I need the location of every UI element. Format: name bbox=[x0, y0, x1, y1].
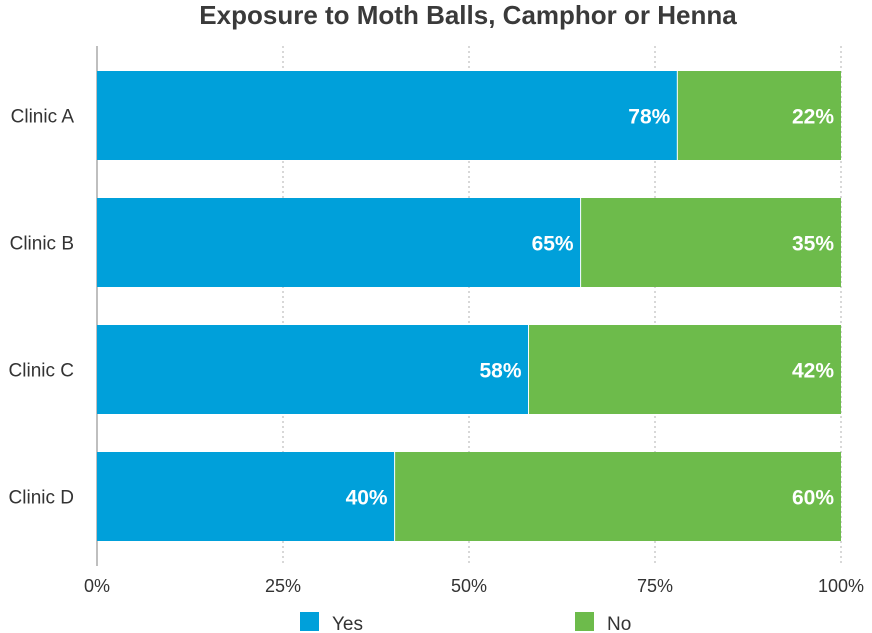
category-labels: Clinic A Clinic B Clinic C Clinic D bbox=[9, 107, 75, 509]
bar-yes-1 bbox=[97, 71, 678, 160]
bar-no-4 bbox=[394, 452, 841, 541]
x-tick-label: 75% bbox=[637, 576, 673, 596]
legend-label-no: No bbox=[607, 614, 631, 633]
category-label: Clinic B bbox=[10, 234, 74, 255]
bar-no-3 bbox=[528, 325, 841, 414]
bars bbox=[97, 71, 841, 541]
data-label-no: 35% bbox=[792, 233, 834, 256]
data-label-no: 42% bbox=[792, 360, 834, 383]
data-label-yes: 65% bbox=[532, 233, 574, 256]
bar-yes-2 bbox=[97, 198, 581, 287]
x-tick-label: 25% bbox=[265, 576, 301, 596]
x-tick-label: 0% bbox=[84, 576, 110, 596]
data-label-yes: 78% bbox=[628, 106, 670, 129]
bar-no-2 bbox=[580, 198, 841, 287]
data-label-no: 60% bbox=[792, 487, 834, 510]
x-tick-label: 50% bbox=[451, 576, 487, 596]
bar-yes-3 bbox=[97, 325, 529, 414]
x-tick-label: 100% bbox=[818, 576, 864, 596]
legend-label-yes: Yes bbox=[332, 614, 363, 633]
legend-swatch-yes bbox=[300, 612, 319, 631]
legend-swatch-no bbox=[575, 612, 594, 631]
data-label-no: 22% bbox=[792, 106, 834, 129]
category-label: Clinic C bbox=[9, 361, 74, 382]
data-labels: 78% 22% 65% 35% 58% 42% 40% 60% bbox=[346, 106, 835, 510]
category-label: Clinic A bbox=[11, 107, 75, 128]
data-label-yes: 40% bbox=[346, 487, 388, 510]
category-label: Clinic D bbox=[9, 488, 74, 509]
bar-yes-4 bbox=[97, 452, 395, 541]
x-tick-labels: 0% 25% 50% 75% 100% bbox=[84, 576, 864, 596]
legend: Yes No bbox=[300, 612, 631, 633]
bar-no-1 bbox=[677, 71, 841, 160]
chart-title: Exposure to Moth Balls, Camphor or Henna bbox=[199, 0, 737, 30]
data-label-yes: 58% bbox=[479, 360, 521, 383]
